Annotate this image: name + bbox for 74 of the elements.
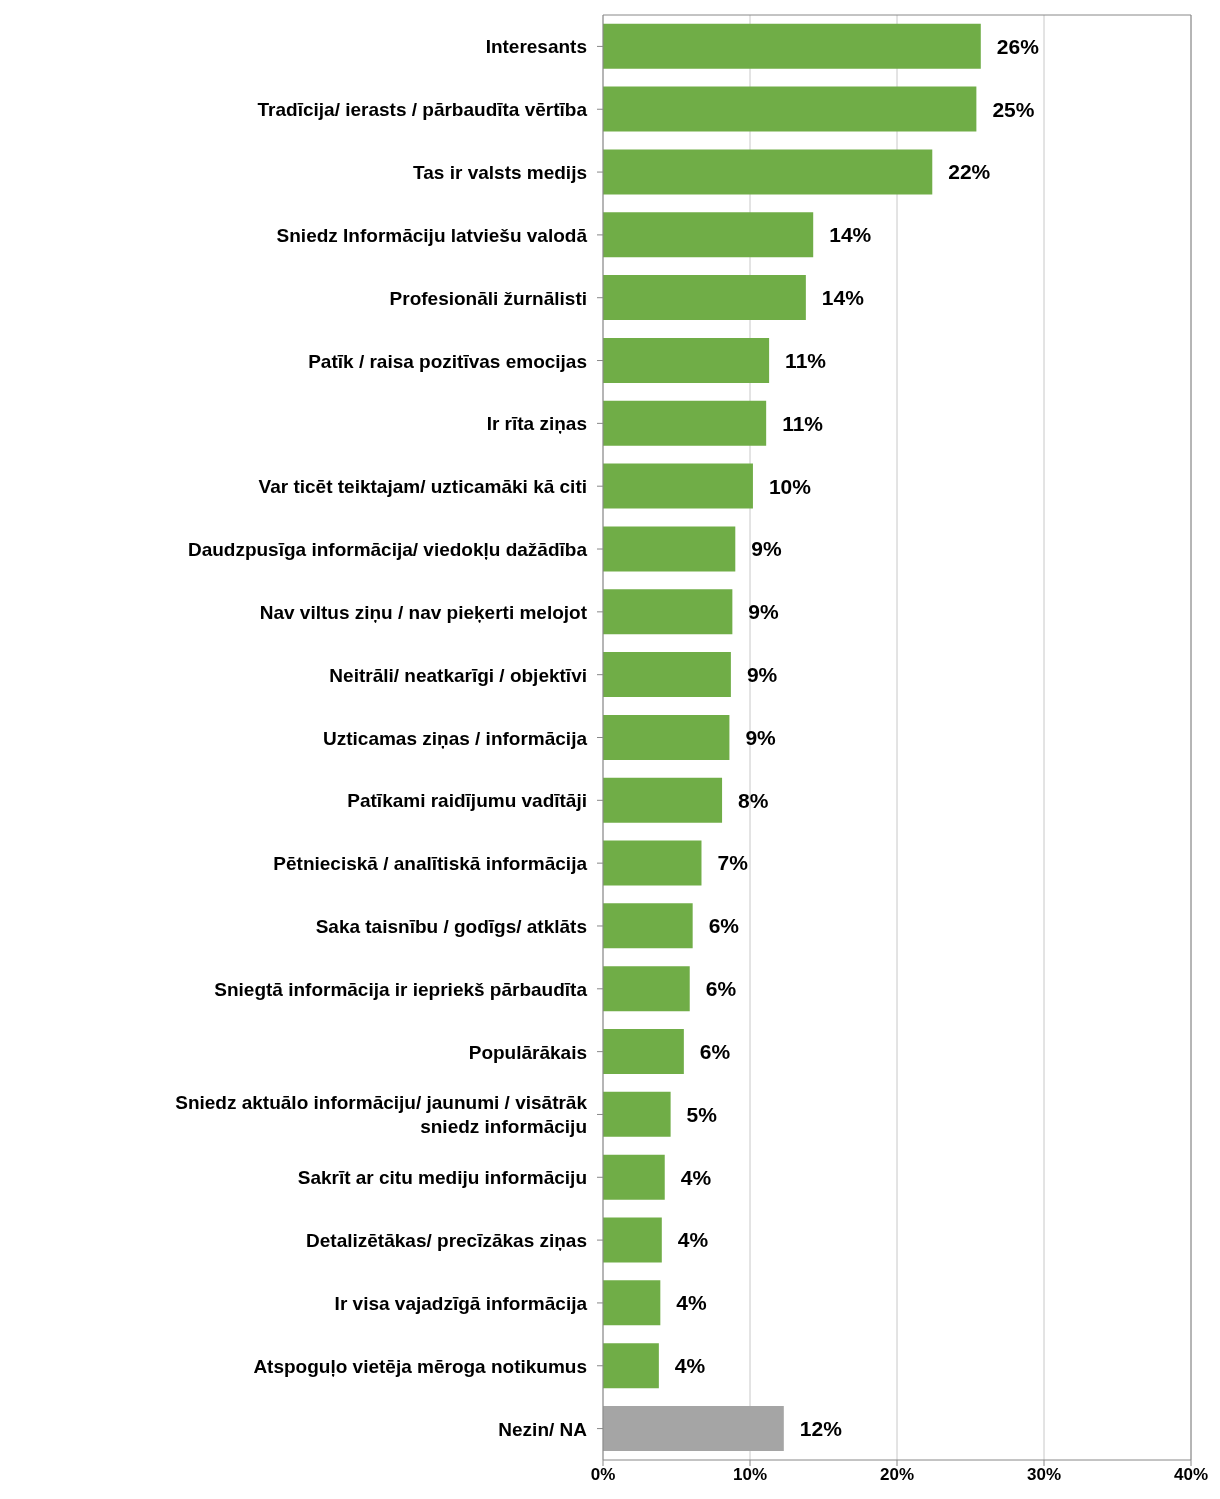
data-label: 12%	[799, 1416, 843, 1440]
y-tick-label: Uzticamas ziņas / informācija	[323, 727, 588, 748]
y-tick-label: Var ticēt teiktajam/ uzticamāki kā citi	[258, 475, 587, 497]
y-tick-label: Daudzpusīga informācija/ viedokļu dažādība	[187, 538, 588, 560]
data-label: 6%	[708, 914, 740, 938]
y-tick-label: Interesants	[485, 35, 587, 57]
data-label: 25%	[992, 97, 1035, 121]
y-tick-label: Sniegtā informācija ir iepriekš pārbaudīta	[214, 978, 588, 1000]
y-tick-label: Sakrīt ar citu mediju informāciju	[297, 1166, 587, 1188]
bar	[603, 86, 977, 132]
bar	[603, 589, 733, 635]
bar	[603, 463, 753, 509]
bar	[603, 400, 767, 446]
data-label: 26%	[996, 34, 1040, 58]
bar	[603, 526, 736, 572]
data-label: 9%	[745, 725, 777, 749]
data-label: 11%	[782, 411, 824, 435]
data-label: 14%	[829, 223, 872, 247]
data-label: 6%	[705, 977, 737, 1001]
bar	[603, 1217, 662, 1263]
x-tick-label: 10%	[732, 1465, 768, 1485]
bar	[603, 337, 770, 383]
y-tick-label: Tradīcija/ ierasts / pārbaudīta vērtība	[257, 98, 588, 120]
data-label: 9%	[751, 537, 782, 561]
x-tick-label: 40%	[1173, 1465, 1209, 1485]
y-tick-label: Saka taisnību / godīgs/ atklāts	[315, 915, 587, 937]
bar	[603, 1343, 659, 1389]
y-tick-label: Pētnieciskā / analītiskā informācija	[273, 852, 588, 874]
bar	[603, 1029, 684, 1075]
data-label: 22%	[948, 160, 991, 184]
y-tick-label: Nezin/ NA	[498, 1418, 588, 1440]
y-tick-label: Detalizētākas/ precīzākas ziņas	[306, 1229, 587, 1251]
bar	[603, 777, 723, 823]
data-label: 7%	[717, 851, 749, 875]
y-tick-label: Nav viltus ziņu / nav pieķerti melojot	[259, 601, 588, 623]
y-tick-label: Populārākais	[468, 1041, 587, 1063]
y-tick-label: Patīkami raidījumu vadītāji	[347, 789, 587, 811]
y-tick-label: Atspoguļo vietēja mēroga notikumus	[253, 1355, 587, 1377]
y-tick-label: Sniedz aktuālo informāciju/ jaunumi / visātrāk sniedz informāciju	[175, 1091, 588, 1137]
bar	[603, 903, 693, 949]
bar	[603, 652, 731, 698]
data-label: 14%	[821, 286, 865, 310]
data-label: 10%	[768, 474, 812, 498]
data-label: 6%	[699, 1039, 731, 1063]
data-label: 8%	[738, 788, 769, 812]
bar	[603, 1154, 665, 1200]
bar	[603, 840, 702, 886]
data-label: 4%	[677, 1228, 709, 1252]
bar	[603, 23, 981, 69]
data-label: 4%	[676, 1291, 708, 1315]
x-tick-label: 0%	[590, 1465, 616, 1485]
x-tick-label: 20%	[879, 1465, 915, 1485]
data-label: 9%	[748, 600, 780, 624]
data-label: 4%	[680, 1165, 712, 1189]
bar	[603, 212, 814, 258]
data-label: 11%	[785, 348, 827, 372]
bar	[603, 714, 730, 760]
y-tick-label: Ir visa vajadzīgā informācija	[334, 1292, 588, 1314]
data-label: 9%	[746, 663, 778, 687]
data-label: 4%	[674, 1354, 706, 1378]
y-tick-label: Patīk / raisa pozitīvas emocijas	[308, 350, 587, 372]
y-tick-label: Tas ir valsts medijs	[413, 161, 587, 183]
bar	[603, 149, 933, 195]
bar	[603, 275, 806, 321]
bar	[603, 1405, 784, 1451]
y-tick-label: Sniedz Informāciju latviešu valodā	[276, 224, 588, 246]
y-tick-label: Profesionāli žurnālisti	[389, 287, 587, 309]
x-tick-label: 30%	[1026, 1465, 1062, 1485]
y-tick-label: Ir rīta ziņas	[486, 412, 587, 434]
bar	[603, 966, 690, 1012]
data-label: 5%	[686, 1102, 718, 1126]
bar	[603, 1280, 661, 1326]
y-tick-label: Neitrāli/ neatkarīgi / objektīvi	[329, 664, 587, 686]
bar	[603, 1091, 671, 1137]
